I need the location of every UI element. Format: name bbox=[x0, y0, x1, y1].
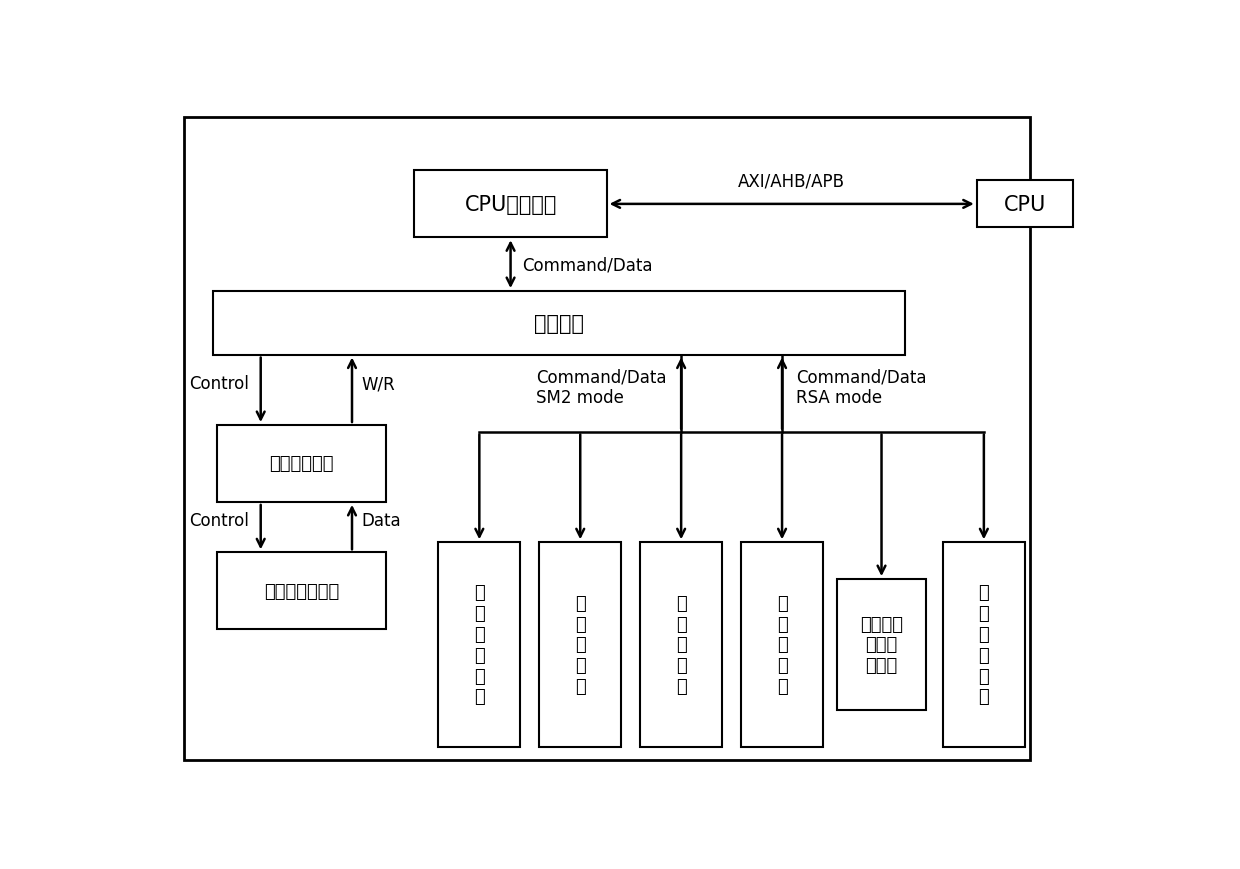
Text: Data: Data bbox=[362, 512, 402, 530]
Text: Command/Data: Command/Data bbox=[522, 255, 652, 274]
Text: 模
运
算
模
块: 模 运 算 模 块 bbox=[575, 594, 585, 695]
Bar bbox=[217, 553, 386, 629]
Text: 主控模块: 主控模块 bbox=[533, 314, 584, 334]
Bar bbox=[414, 171, 606, 238]
Bar bbox=[977, 182, 1073, 228]
Text: 密鑰产生模块: 密鑰产生模块 bbox=[269, 455, 334, 473]
Bar bbox=[837, 580, 926, 710]
Text: 加
法
器
模
块: 加 法 器 模 块 bbox=[676, 594, 687, 695]
Bar bbox=[742, 542, 823, 746]
Text: 点
乘
运
算
模
块: 点 乘 运 算 模 块 bbox=[474, 584, 485, 706]
Bar bbox=[942, 542, 1024, 746]
Text: 寄存器组
共用的
寄存器: 寄存器组 共用的 寄存器 bbox=[861, 615, 903, 674]
Bar bbox=[439, 542, 521, 746]
Text: Command/Data
SM2 mode: Command/Data SM2 mode bbox=[536, 368, 667, 407]
Bar bbox=[539, 542, 621, 746]
Text: 模
幂
运
算
模
块: 模 幂 运 算 模 块 bbox=[978, 584, 990, 706]
Text: CPU接口模块: CPU接口模块 bbox=[465, 195, 557, 215]
Text: AXI/AHB/APB: AXI/AHB/APB bbox=[738, 172, 846, 190]
Text: W/R: W/R bbox=[362, 375, 396, 393]
Bar bbox=[213, 292, 904, 355]
Text: Control: Control bbox=[190, 512, 249, 530]
Bar bbox=[184, 117, 1029, 760]
Text: 随机数发生模块: 随机数发生模块 bbox=[264, 582, 340, 600]
Bar bbox=[217, 426, 386, 502]
Text: 乘
法
器
模
块: 乘 法 器 模 块 bbox=[776, 594, 787, 695]
Text: Control: Control bbox=[190, 375, 249, 393]
Text: CPU: CPU bbox=[1003, 195, 1045, 215]
Text: Command/Data
RSA mode: Command/Data RSA mode bbox=[796, 368, 928, 407]
Bar bbox=[640, 542, 722, 746]
